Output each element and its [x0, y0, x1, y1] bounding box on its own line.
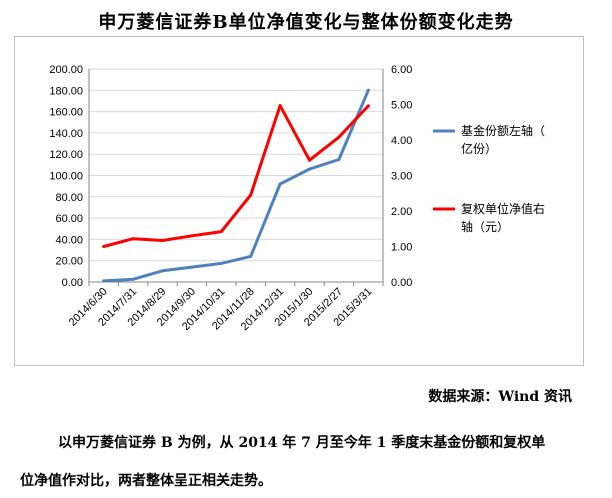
y-left-tick-label: 40.00	[55, 234, 83, 246]
y-left-tick-label: 120.00	[49, 149, 83, 161]
y-left-tick-label: 180.00	[49, 85, 83, 97]
series-line	[102, 104, 370, 248]
y-left-tick-label: 20.00	[55, 256, 83, 268]
y-left-tick-label: 0.00	[62, 277, 83, 289]
data-point	[278, 104, 282, 108]
data-point	[219, 230, 223, 234]
data-point	[161, 238, 164, 242]
legend-label: 复权单位净值右轴（元）	[461, 201, 545, 234]
data-point	[190, 265, 194, 269]
data-point	[337, 135, 341, 139]
y-right-tick-label: 6.00	[391, 64, 412, 76]
series-line	[102, 88, 370, 283]
data-point	[249, 254, 253, 258]
y-left-tick-label: 60.00	[55, 213, 83, 225]
data-point	[278, 182, 282, 186]
y-right-tick-label: 3.00	[391, 171, 412, 183]
data-point	[190, 234, 194, 238]
y-right-tick-label: 0.00	[391, 277, 412, 289]
chart-title: 申万菱信证券B单位净值变化与整体份额变化走势	[98, 12, 514, 33]
y-right-tick-label: 1.00	[391, 242, 412, 254]
data-point	[219, 261, 223, 265]
chart-area: 0.00 20.00 40.00 60.00 80.00 100.00 120.00 140.…	[14, 36, 584, 366]
data-point	[308, 158, 311, 162]
y-left-tick-label: 160.00	[49, 107, 83, 119]
data-point	[337, 158, 341, 162]
legend-label: 基金份额左轴（亿份）	[461, 123, 545, 156]
y-right-tick-label: 4.00	[391, 135, 412, 147]
data-point	[249, 193, 253, 197]
data-point	[131, 237, 135, 241]
data-point	[161, 269, 164, 273]
data-point	[131, 277, 135, 281]
data-point	[366, 88, 370, 92]
y-left-tick-label: 140.00	[49, 128, 83, 140]
y-left-tick-label: 200.00	[49, 64, 83, 76]
line-chart: 0.00 20.00 40.00 60.00 80.00 100.00 120.00 140.…	[49, 64, 545, 333]
y-left-tick-label: 80.00	[55, 192, 83, 204]
body-paragraph-line-1: 以申万菱信证券 B 为例，从 2014 年 7 月至今年 1 季度末基金份额和复…	[58, 435, 546, 451]
data-source-note: 数据来源：Wind 资讯	[428, 389, 572, 405]
y-left-tick-label: 100.00	[49, 171, 83, 183]
data-point	[102, 279, 106, 283]
data-point	[102, 245, 106, 248]
y-right-tick-label: 2.00	[391, 206, 412, 218]
data-point	[308, 167, 311, 171]
y-right-tick-label: 5.00	[391, 100, 412, 112]
body-paragraph-line-2: 位净值作对比，两者整体呈正相关走势。	[20, 473, 272, 489]
data-point	[366, 104, 370, 108]
